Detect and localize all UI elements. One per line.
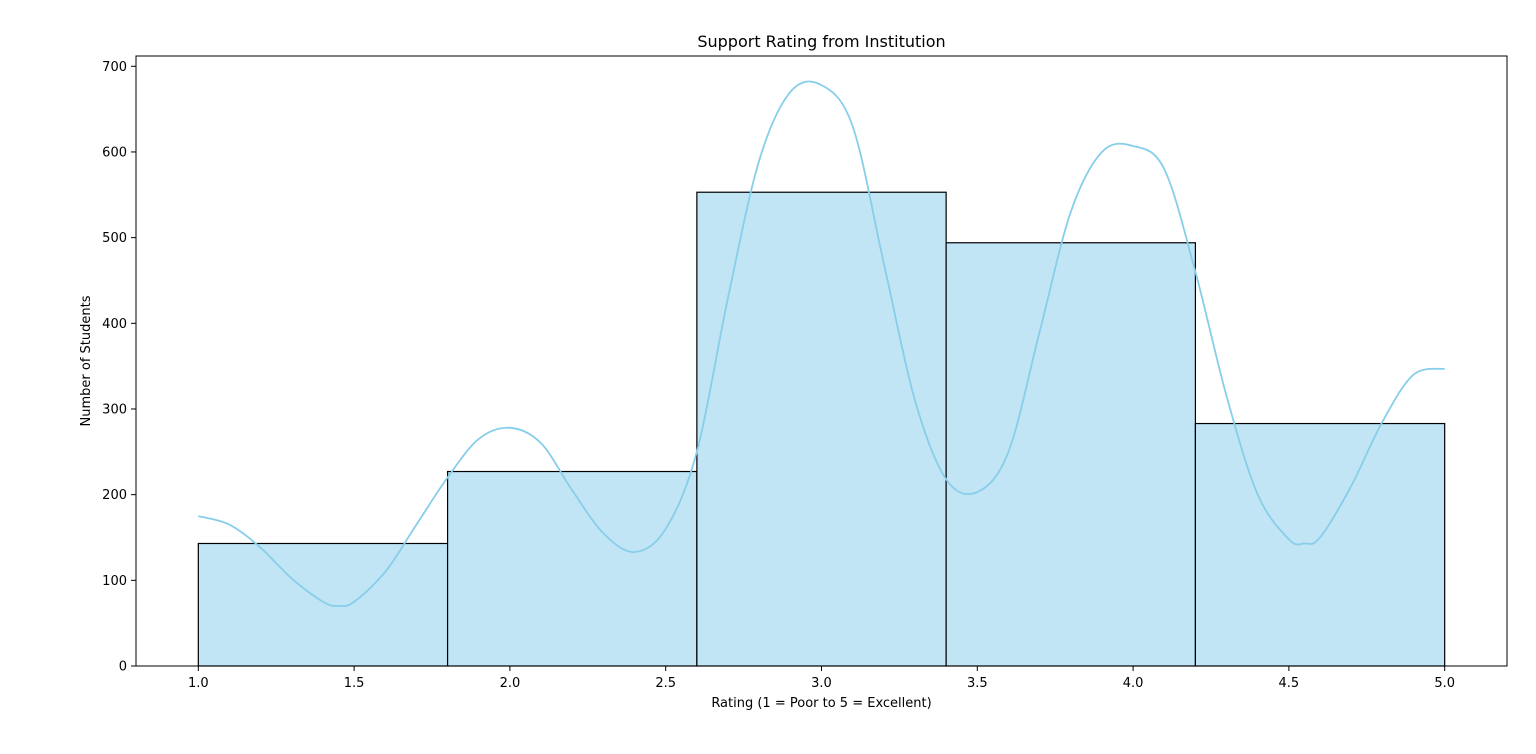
y-tick-label: 100 (102, 574, 127, 589)
chart-title: Support Rating from Institution (697, 32, 945, 51)
y-tick-label: 700 (102, 60, 127, 75)
x-tick-label: 5.0 (1434, 676, 1455, 691)
x-tick-label: 3.5 (967, 676, 988, 691)
x-axis: 1.0 1.5 2.0 2.5 3.0 3.5 4.0 4.5 5.0 (188, 666, 1455, 691)
histogram-bars (197, 191, 1446, 667)
x-tick-label: 4.0 (1123, 676, 1144, 691)
x-tick-label: 3.0 (811, 676, 832, 691)
histogram-bar-2 (446, 470, 698, 667)
x-tick-label: 1.0 (188, 676, 209, 691)
y-tick-label: 0 (119, 660, 127, 675)
x-tick-label: 1.5 (344, 676, 365, 691)
histogram-bar-4 (945, 242, 1197, 667)
x-axis-label: Rating (1 = Poor to 5 = Excellent) (711, 696, 931, 711)
kde-density-curve (198, 80, 1445, 608)
y-tick-label: 400 (102, 317, 127, 332)
histogram-bar-5 (1194, 422, 1446, 667)
x-tick-label: 4.5 (1279, 676, 1300, 691)
x-tick-label: 2.0 (500, 676, 521, 691)
y-tick-label: 200 (102, 488, 127, 503)
histogram-bar-3 (696, 191, 947, 667)
x-tick-label: 2.5 (655, 676, 676, 691)
histogram-bar-1 (197, 542, 449, 667)
y-tick-label: 600 (102, 145, 127, 160)
y-axis-label: Number of Students (79, 295, 94, 426)
y-axis: 0 100 200 300 400 500 600 700 (102, 60, 136, 675)
y-tick-label: 500 (102, 231, 127, 246)
y-tick-label: 300 (102, 402, 127, 417)
